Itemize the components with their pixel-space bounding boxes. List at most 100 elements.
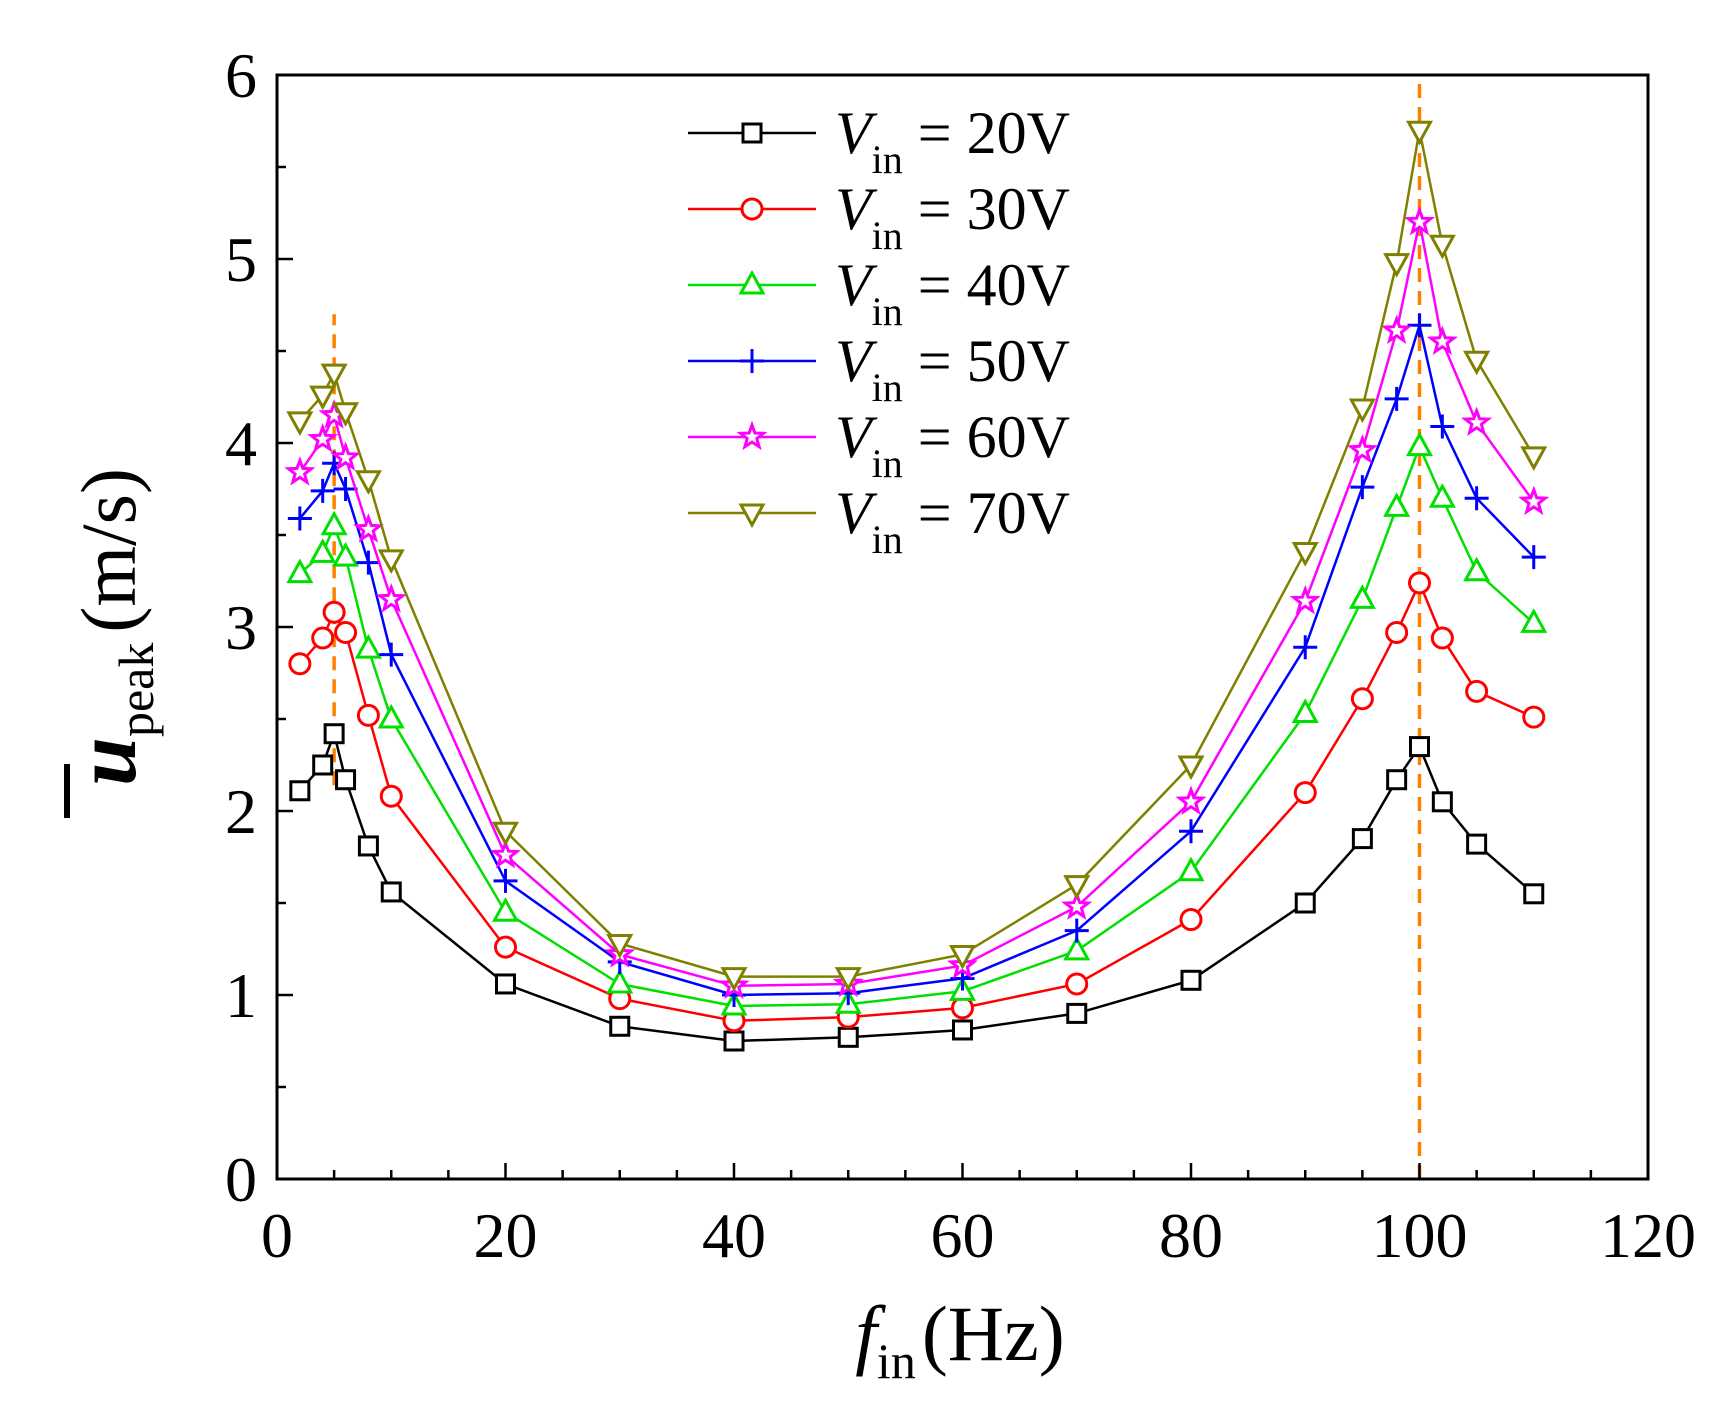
marker-circle — [379, 784, 403, 808]
y-tick-label: 3 — [225, 592, 257, 663]
marker-square — [837, 1026, 859, 1048]
marker-triangle-up — [1520, 608, 1548, 633]
x-axis-label-unit: (Hz) — [922, 1290, 1065, 1377]
x-axis-label: fin(Hz) — [855, 1290, 1064, 1389]
x-tick-label: 0 — [261, 1200, 293, 1271]
marker-triangle-down — [491, 821, 520, 847]
marker-triangle-down — [948, 945, 977, 970]
series-30V — [288, 571, 1546, 1033]
y-axis-label-unit: (m/s) — [65, 468, 152, 633]
marker-triangle-up — [1405, 431, 1434, 457]
marker-square — [335, 769, 357, 791]
marker-star — [375, 583, 407, 613]
marker-square — [1351, 828, 1373, 850]
marker-triangle-up — [1383, 492, 1411, 517]
series-line-70V — [298, 129, 1535, 978]
marker-circle — [1293, 781, 1317, 805]
legend-label-prefix: V — [835, 176, 878, 242]
marker-triangle-up — [1063, 935, 1091, 961]
marker-circle — [288, 652, 312, 676]
marker-circle — [740, 197, 764, 221]
marker-triangle-down — [1463, 350, 1491, 376]
legend-label: Vin = 70V — [835, 480, 1070, 562]
marker-star — [307, 422, 339, 453]
series-70V — [286, 120, 1548, 992]
reference-lines — [332, 75, 1422, 1179]
marker-plus — [493, 868, 518, 893]
marker-square — [1431, 791, 1453, 813]
marker-star — [1289, 584, 1321, 615]
marker-triangle-up — [377, 703, 405, 729]
legend-label: Vin = 60V — [835, 404, 1070, 486]
marker-square — [1523, 883, 1545, 905]
axis-ticks: 0 20 40 60 80 100 120 0 1 2 3 4 5 6 — [225, 40, 1696, 1271]
marker-square — [357, 835, 379, 857]
marker-triangle-down — [606, 933, 634, 959]
marker-triangle-down — [320, 363, 348, 389]
marker-star — [1175, 785, 1207, 815]
marker-circle — [1430, 626, 1454, 650]
legend-label-sub: in — [872, 441, 903, 486]
legend-label-prefix: V — [835, 328, 878, 394]
y-axis-label-sub: peak — [108, 643, 164, 737]
legend-label-value: = 70V — [903, 480, 1070, 546]
marker-plus — [310, 478, 335, 503]
legend-label-sub: in — [872, 517, 903, 562]
marker-plus — [740, 349, 764, 373]
series-20V — [289, 723, 1545, 1052]
marker-triangle-down — [1063, 875, 1091, 900]
marker-triangle-down — [377, 549, 405, 575]
marker-circle — [356, 703, 380, 727]
legend-label-prefix: V — [835, 404, 878, 470]
marker-triangle-up — [320, 510, 348, 536]
legend-item-40V: Vin = 40V — [688, 252, 1070, 334]
marker-square — [723, 1030, 745, 1052]
marker-plus — [356, 550, 381, 575]
marker-triangle-down — [1291, 542, 1319, 567]
series-line-60V — [298, 221, 1535, 988]
marker-plus — [1179, 819, 1203, 844]
marker-circle — [311, 626, 335, 650]
marker-star — [490, 838, 521, 869]
marker-circle — [1408, 571, 1431, 595]
marker-star — [1061, 890, 1093, 920]
marker-triangle-down — [720, 967, 748, 992]
marker-square — [323, 723, 345, 745]
marker-plus — [1384, 386, 1409, 411]
marker-plus — [1521, 545, 1546, 570]
marker-square — [495, 973, 516, 995]
marker-triangle-up — [1177, 856, 1205, 882]
marker-circle — [1179, 908, 1203, 932]
y-tick-label: 1 — [225, 960, 257, 1031]
marker-triangle-up — [1291, 698, 1319, 723]
series-group — [284, 120, 1550, 1052]
y-axis-label-text: upeak (m/s) — [58, 468, 164, 786]
series-line-40V — [299, 443, 1535, 1008]
marker-star — [1381, 314, 1413, 345]
marker-star — [1346, 434, 1378, 464]
marker-triangle-up — [354, 633, 382, 659]
marker-plus — [1407, 313, 1432, 338]
legend-label-prefix: V — [835, 252, 878, 318]
y-tick-label: 6 — [225, 40, 257, 111]
marker-plus — [1064, 918, 1089, 943]
legend-label-sub: in — [872, 365, 903, 410]
marker-triangle-up — [606, 968, 634, 994]
series-line-50V — [298, 320, 1535, 997]
marker-triangle-up — [286, 558, 314, 584]
series-line-30V — [298, 579, 1535, 1023]
marker-circle — [1350, 687, 1374, 711]
marker-triangle-up — [738, 269, 766, 295]
legend-item-70V: Vin = 70V — [688, 480, 1070, 562]
y-tick-label: 5 — [225, 224, 257, 295]
marker-circle — [494, 935, 517, 959]
legend-label: Vin = 40V — [835, 252, 1070, 334]
marker-square — [1294, 892, 1316, 914]
legend-label: Vin = 30V — [835, 176, 1070, 258]
marker-triangle-down — [1383, 253, 1411, 278]
marker-square — [952, 1019, 973, 1041]
marker-triangle-down — [354, 470, 382, 495]
marker-square — [609, 1015, 631, 1037]
